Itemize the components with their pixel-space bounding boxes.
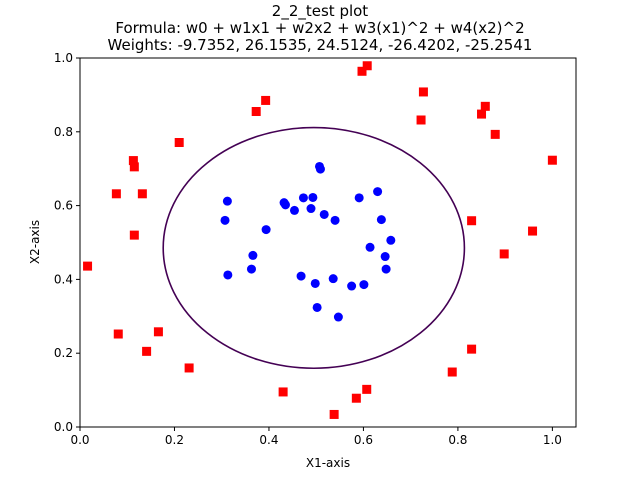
red-square-point bbox=[128, 156, 138, 166]
red-square-point bbox=[129, 162, 139, 172]
blue-circle-point bbox=[223, 270, 233, 280]
red-square-point bbox=[490, 129, 500, 139]
red-square-point bbox=[129, 230, 139, 240]
blue-circle-point bbox=[381, 264, 391, 274]
red-square-point bbox=[329, 409, 339, 419]
x-tick-label: 0.0 bbox=[70, 433, 89, 447]
blue-circle-point bbox=[347, 281, 357, 291]
red-square-point bbox=[362, 384, 372, 394]
blue-circle-point bbox=[319, 209, 329, 219]
red-square-point bbox=[261, 95, 271, 105]
blue-circle-point bbox=[296, 271, 306, 281]
blue-circle-point bbox=[310, 278, 320, 288]
blue-circle-point bbox=[312, 302, 322, 312]
blue-circle-point bbox=[354, 193, 364, 203]
red-square-point bbox=[528, 226, 538, 236]
red-square-point bbox=[418, 87, 428, 97]
y-tick-label: 0.6 bbox=[54, 199, 73, 213]
red-square-point bbox=[547, 155, 557, 165]
chart-weights-line: Weights: -9.7352, 26.1535, 24.5124, -26.… bbox=[108, 36, 533, 54]
red-square-point bbox=[184, 363, 194, 373]
red-square-point bbox=[113, 329, 123, 339]
x-tick-label: 0.2 bbox=[165, 433, 184, 447]
y-tick-label: 0.0 bbox=[54, 420, 73, 434]
red-square-point bbox=[362, 61, 372, 71]
red-square-point bbox=[137, 189, 147, 199]
blue-circle-point bbox=[280, 200, 290, 210]
red-square-point bbox=[174, 138, 184, 148]
red-square-point bbox=[416, 115, 426, 125]
blue-circle-point bbox=[359, 280, 369, 290]
x-tick-label: 1.0 bbox=[543, 433, 562, 447]
red-square-point bbox=[153, 327, 163, 337]
red-square-point bbox=[499, 249, 509, 259]
blue-circle-point bbox=[380, 252, 390, 262]
y-tick-label: 0.2 bbox=[54, 346, 73, 360]
blue-circle-point bbox=[308, 192, 318, 202]
blue-circle-point bbox=[328, 274, 338, 284]
red-square-point bbox=[111, 189, 121, 199]
axes-frame bbox=[79, 57, 577, 428]
chart-title: 2_2_test plot bbox=[272, 2, 369, 21]
red-square-point bbox=[357, 66, 367, 76]
x-tick-label: 0.6 bbox=[354, 433, 373, 447]
plot-area bbox=[83, 61, 557, 419]
red-square-point bbox=[480, 101, 490, 111]
y-axis-label: X2-axis bbox=[28, 220, 42, 264]
blue-circle-point bbox=[376, 215, 386, 225]
chart-formula-line: Formula: w0 + w1x1 + w2x2 + w3(x1)^2 + w… bbox=[115, 19, 524, 37]
blue-circle-point bbox=[298, 193, 308, 203]
blue-circle-point bbox=[330, 215, 340, 225]
red-square-point bbox=[477, 109, 487, 119]
blue-circle-point bbox=[246, 264, 256, 274]
blue-circle-point bbox=[315, 164, 325, 174]
decision-boundary bbox=[162, 126, 466, 370]
blue-circle-point bbox=[306, 204, 316, 214]
red-square-point bbox=[467, 344, 477, 354]
y-axis-ticks: 0.0 0.2 0.4 0.6 0.8 1.0 bbox=[54, 51, 80, 434]
red-square-point bbox=[351, 393, 361, 403]
blue-circle-point bbox=[222, 196, 232, 206]
blue-circle-point bbox=[373, 187, 383, 197]
blue-circle-point bbox=[333, 312, 343, 322]
red-square-point bbox=[142, 346, 152, 356]
y-tick-label: 0.8 bbox=[54, 125, 73, 139]
blue-circle-point bbox=[289, 205, 299, 215]
blue-circle-point bbox=[261, 225, 271, 235]
blue-circle-point bbox=[365, 242, 375, 252]
x-axis-ticks: 0.0 0.2 0.4 0.6 0.8 1.0 bbox=[70, 427, 562, 447]
red-square-point bbox=[467, 216, 477, 226]
blue-circle-point bbox=[386, 235, 396, 245]
y-tick-label: 0.4 bbox=[54, 272, 73, 286]
y-tick-label: 1.0 bbox=[54, 51, 73, 65]
red-square-point bbox=[278, 387, 288, 397]
blue-circle-point bbox=[220, 215, 230, 225]
x-axis-label: X1-axis bbox=[306, 456, 350, 470]
blue-circle-point bbox=[248, 250, 258, 260]
red-square-point bbox=[83, 261, 93, 271]
red-square-point bbox=[251, 107, 261, 117]
x-tick-label: 0.8 bbox=[448, 433, 467, 447]
x-tick-label: 0.4 bbox=[259, 433, 278, 447]
red-square-point bbox=[447, 367, 457, 377]
